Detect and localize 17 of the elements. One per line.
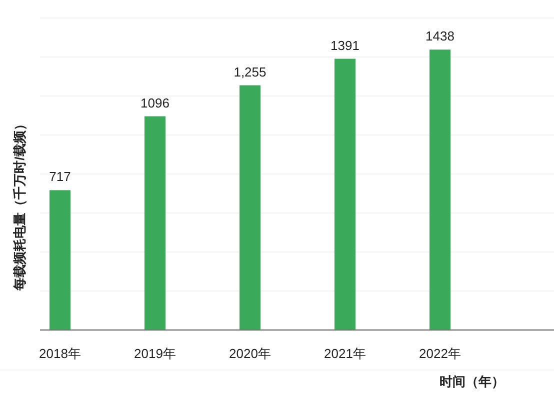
x-tick-label: 2018年 (39, 346, 81, 361)
data-label: 1096 (140, 95, 170, 110)
bar (144, 116, 166, 330)
x-tick-label: 2019年 (134, 346, 176, 361)
bar (430, 50, 450, 330)
bar (50, 190, 70, 330)
data-label: 1,255 (234, 64, 266, 80)
y-axis-title: 每载频耗电量（千万时/载频） (12, 118, 27, 292)
x-tick-label: 2020年 (229, 346, 271, 361)
bar (334, 58, 356, 330)
x-axis-title: 时间（年） (440, 374, 504, 389)
x-tick-label: 2022年 (419, 346, 461, 361)
bar (240, 85, 260, 330)
x-tick-label: 2021年 (324, 346, 366, 361)
data-label: 1391 (330, 38, 360, 53)
data-label: 717 (49, 169, 71, 184)
data-label: 1438 (426, 28, 454, 44)
